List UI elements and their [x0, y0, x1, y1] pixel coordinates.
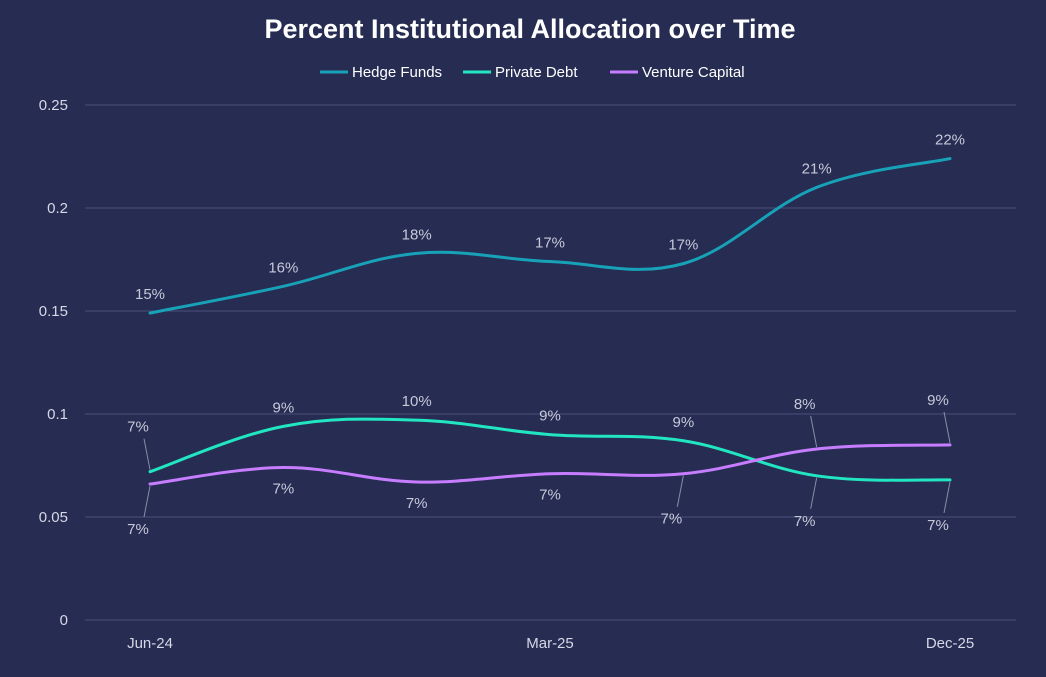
series-line-venture-capital	[148, 443, 952, 486]
data-label: 18%	[402, 226, 432, 243]
leader-line	[810, 415, 818, 448]
data-label: 9%	[539, 408, 561, 425]
x-tick-label: Mar-25	[526, 635, 574, 652]
data-label: 10%	[402, 393, 432, 410]
chart-title: Percent Institutional Allocation over Ti…	[264, 14, 795, 44]
data-label: 21%	[802, 160, 832, 177]
y-tick-label: 0.1	[47, 406, 68, 423]
y-tick-label: 0	[60, 612, 68, 629]
series-layer	[148, 157, 952, 486]
data-label: 7%	[794, 513, 816, 530]
data-label: 22%	[935, 132, 965, 149]
leader-line	[143, 485, 151, 518]
data-label: 7%	[539, 487, 561, 504]
legend-label: Private Debt	[495, 64, 578, 81]
y-tick-label: 0.25	[39, 97, 68, 114]
data-label: 7%	[660, 511, 682, 528]
data-label: 17%	[535, 235, 565, 252]
data-labels: 15% 16% 18% 17% 17% 21% 22% 7% 9% 10% 9% 9% 7% 7% 7% 7%…	[127, 132, 965, 538]
leader-line	[943, 411, 951, 443]
data-label: 7%	[272, 481, 294, 498]
legend: Hedge Funds Private Debt Venture Capital	[320, 64, 745, 81]
legend-label: Venture Capital	[642, 64, 745, 81]
leader-line	[676, 475, 684, 507]
data-label: 9%	[672, 414, 694, 431]
x-tick-label: Dec-25	[926, 635, 974, 652]
leader-line	[810, 477, 818, 509]
x-tick-label: Jun-24	[127, 635, 173, 652]
data-label: 7%	[406, 495, 428, 512]
grid	[85, 104, 1016, 621]
data-label: 7%	[127, 419, 149, 436]
data-label: 7%	[927, 517, 949, 534]
data-label: 17%	[668, 237, 698, 254]
data-label: 9%	[272, 399, 294, 416]
y-tick-label: 0.05	[39, 509, 68, 526]
series-line-private-debt	[148, 417, 952, 482]
data-label: 9%	[927, 392, 949, 409]
y-tick-label: 0.15	[39, 303, 68, 320]
data-label: 16%	[268, 259, 298, 276]
legend-item-private-debt[interactable]: Private Debt	[463, 64, 578, 81]
y-axis: 0 0.05 0.1 0.15 0.2 0.25	[39, 97, 68, 629]
y-tick-label: 0.2	[47, 200, 68, 217]
legend-item-hedge-funds[interactable]: Hedge Funds	[320, 64, 442, 81]
x-axis: Jun-24 Mar-25 Dec-25	[127, 635, 974, 652]
data-label: 7%	[127, 521, 149, 538]
data-label: 8%	[794, 396, 816, 413]
leader-line	[943, 481, 951, 514]
legend-item-venture-capital[interactable]: Venture Capital	[610, 64, 745, 81]
legend-label: Hedge Funds	[352, 64, 442, 81]
data-label: 15%	[135, 286, 165, 303]
leader-line	[143, 438, 151, 470]
series-line-hedge-funds	[148, 157, 952, 315]
